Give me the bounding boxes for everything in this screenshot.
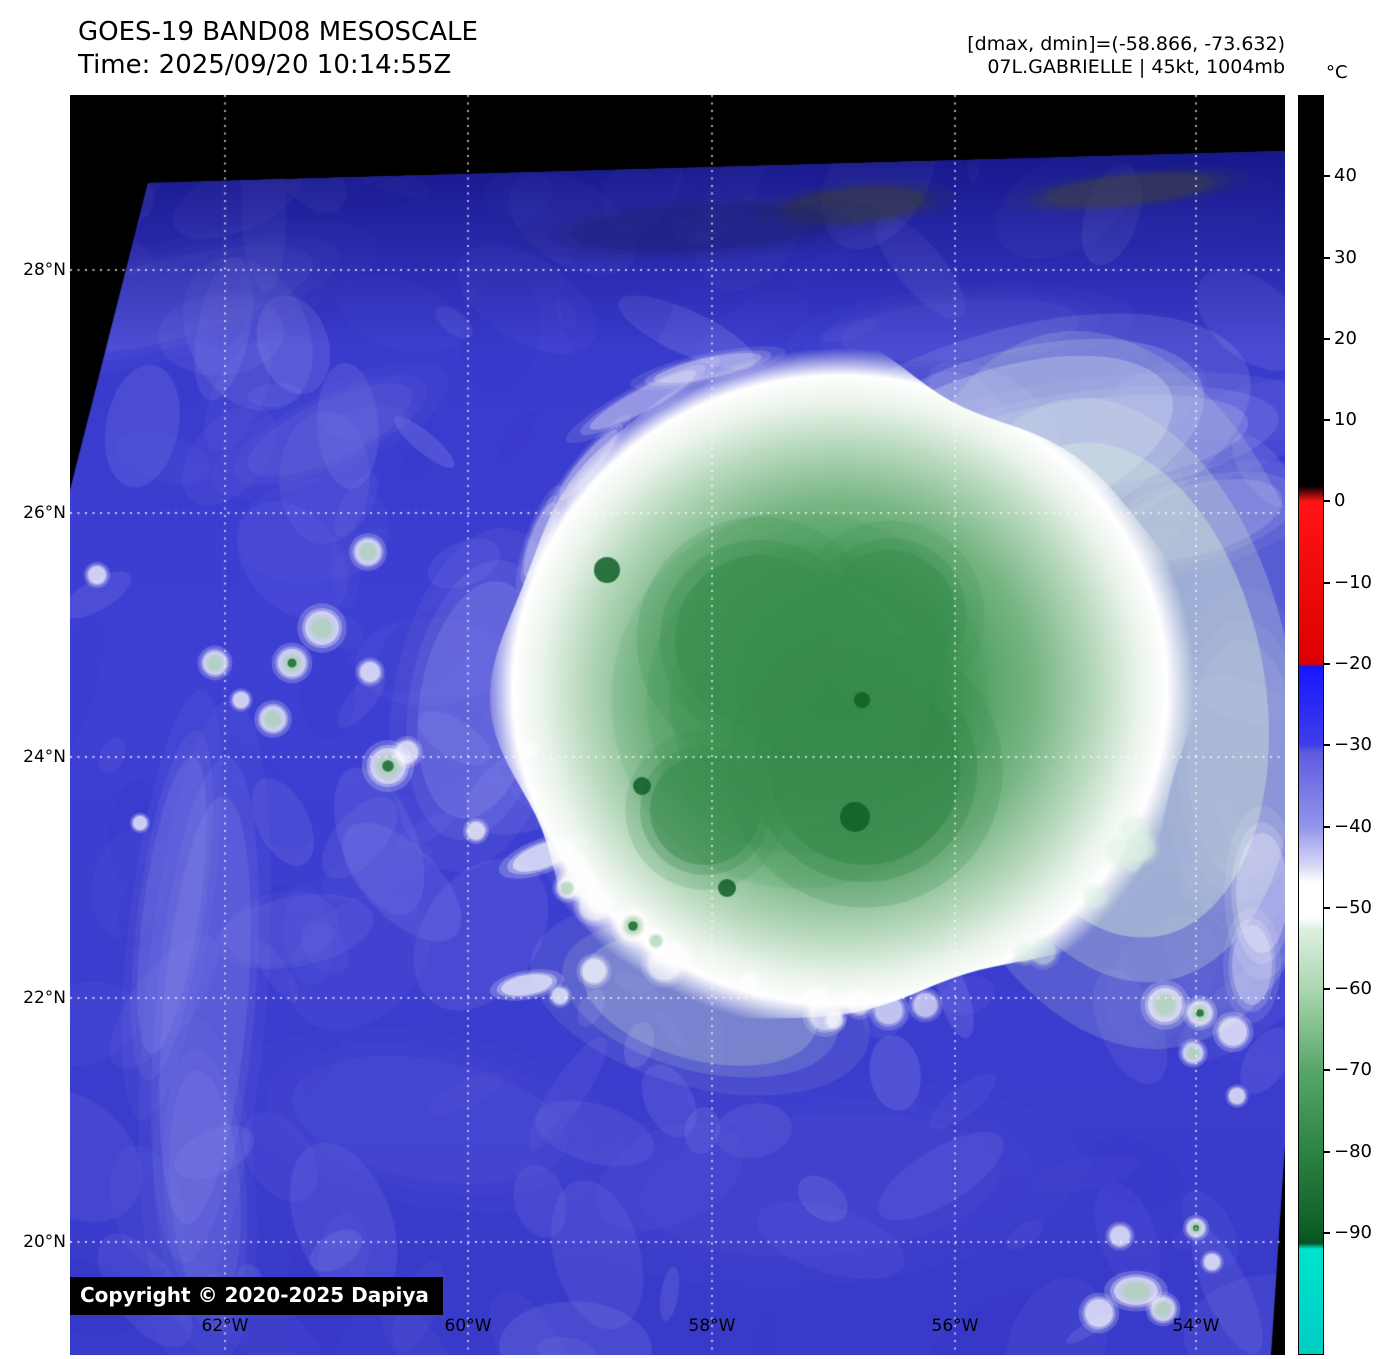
colorbar-tick-mark <box>1323 582 1330 584</box>
lat-label: 22°N <box>23 988 66 1008</box>
lon-label: 56°W <box>931 1316 979 1336</box>
storm-id-text: 07L.GABRIELLE | 45kt, 1004mb <box>987 56 1285 78</box>
colorbar-tick-label: −70 <box>1334 1059 1372 1080</box>
lat-label: 28°N <box>23 260 66 280</box>
colorbar-tick-label: −50 <box>1334 897 1372 918</box>
colorbar-tick-label: −40 <box>1334 816 1372 837</box>
colorbar-tick-label: 40 <box>1334 165 1357 186</box>
colorbar-tick-mark <box>1323 257 1330 259</box>
colorbar-unit-label: °C <box>1326 62 1348 83</box>
colorbar-tick-label: 0 <box>1334 490 1346 511</box>
colorbar-tick-label: −80 <box>1334 1141 1372 1162</box>
satellite-image <box>70 95 1285 1355</box>
copyright-label: Copyright © 2020-2025 Dapiya <box>70 1277 443 1315</box>
dmax-dmin-text: [dmax, dmin]=(-58.866, -73.632) <box>967 33 1285 55</box>
lat-label: 24°N <box>23 747 66 767</box>
colorbar <box>1298 95 1324 1355</box>
colorbar-tick-mark <box>1323 1232 1330 1234</box>
colorbar-tick-mark <box>1323 988 1330 990</box>
colorbar-tick-mark <box>1323 744 1330 746</box>
title-line-1: GOES-19 BAND08 MESOSCALE <box>78 17 478 47</box>
colorbar-tick-mark <box>1323 907 1330 909</box>
colorbar-tick-mark <box>1323 175 1330 177</box>
colorbar-tick-label: −30 <box>1334 734 1372 755</box>
colorbar-tick-label: 30 <box>1334 247 1357 268</box>
colorbar-tick-mark <box>1323 1069 1330 1071</box>
colorbar-tick-label: −90 <box>1334 1222 1372 1243</box>
chart-title-block: GOES-19 BAND08 MESOSCALE Time: 2025/09/2… <box>78 16 478 82</box>
colorbar-tick-mark <box>1323 419 1330 421</box>
lat-label: 20°N <box>23 1232 66 1252</box>
lon-label: 62°W <box>201 1316 249 1336</box>
colorbar-tick-mark <box>1323 338 1330 340</box>
lat-label: 26°N <box>23 503 66 523</box>
colorbar-tick-label: 10 <box>1334 409 1357 430</box>
colorbar-tick-label: −60 <box>1334 978 1372 999</box>
colorbar-tick-mark <box>1323 500 1330 502</box>
title-line-2: Time: 2025/09/20 10:14:55Z <box>78 50 452 80</box>
lon-label: 54°W <box>1172 1316 1220 1336</box>
colorbar-tick-label: 20 <box>1334 328 1357 349</box>
colorbar-tick-label: −10 <box>1334 572 1372 593</box>
colorbar-tick-mark <box>1323 826 1330 828</box>
lon-label: 60°W <box>444 1316 492 1336</box>
storm-info-block: [dmax, dmin]=(-58.866, -73.632) 07L.GABR… <box>967 33 1285 79</box>
lon-label: 58°W <box>688 1316 736 1336</box>
colorbar-tick-mark <box>1323 663 1330 665</box>
colorbar-tick-mark <box>1323 1151 1330 1153</box>
colorbar-tick-label: −20 <box>1334 653 1372 674</box>
